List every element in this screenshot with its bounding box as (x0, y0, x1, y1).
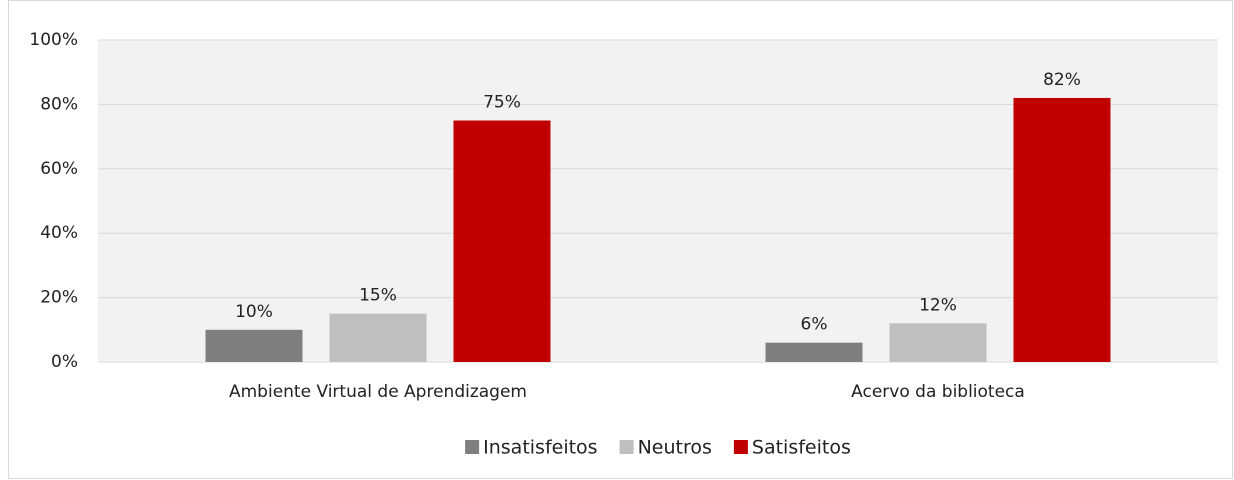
y-tick-label: 40% (40, 223, 78, 243)
value-label: 75% (483, 93, 521, 113)
legend-swatch (465, 440, 480, 454)
value-label: 15% (359, 286, 397, 306)
bar (889, 323, 987, 362)
bar (329, 313, 427, 362)
y-tick-label: 60% (40, 159, 78, 179)
legend-label: Insatisfeitos (483, 437, 597, 459)
bar (205, 329, 303, 362)
y-tick-label: 0% (51, 352, 78, 372)
legend-swatch (733, 440, 748, 454)
y-tick-label: 20% (40, 288, 78, 308)
bar (765, 342, 863, 362)
bar (453, 120, 551, 362)
y-tick-label: 100% (29, 30, 78, 50)
bar (1013, 97, 1111, 363)
value-label: 12% (919, 295, 957, 315)
value-label: 6% (801, 315, 828, 335)
value-label: 82% (1043, 70, 1081, 90)
legend-label: Satisfeitos (752, 437, 851, 459)
legend-label: Neutros (638, 437, 712, 459)
value-label: 10% (235, 302, 273, 322)
x-tick-label: Acervo da biblioteca (851, 382, 1025, 402)
legend-swatch (619, 440, 634, 454)
y-tick-label: 80% (40, 94, 78, 114)
x-tick-label: Ambiente Virtual de Aprendizagem (229, 382, 527, 402)
